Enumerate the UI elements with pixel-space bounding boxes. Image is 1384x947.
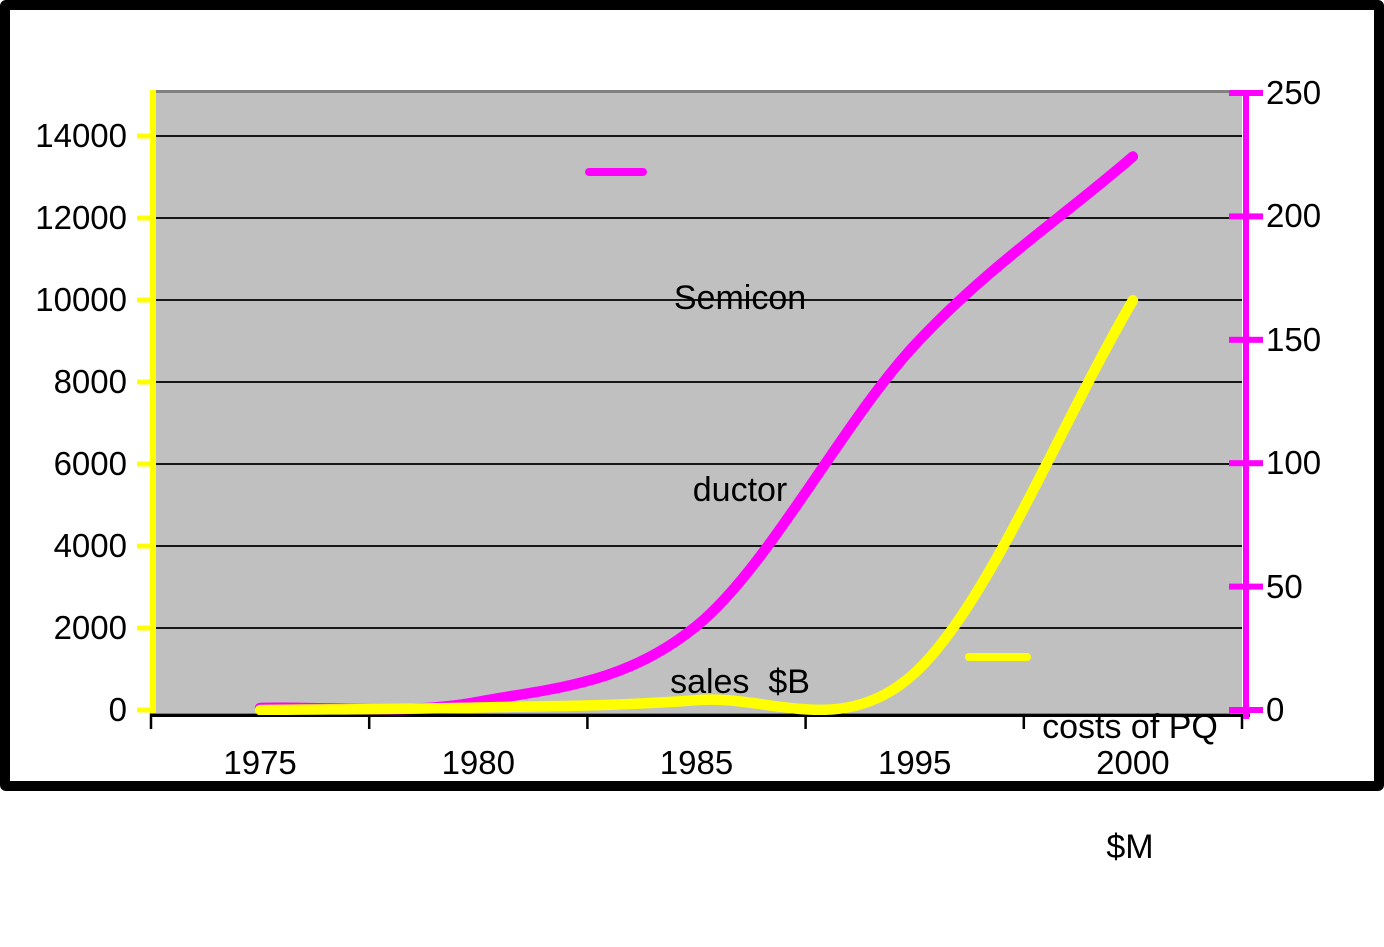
y-axis-right-tick — [1229, 213, 1263, 220]
left-axis-tick-label-6000: 6000 — [53, 445, 127, 482]
plot-area — [151, 90, 1242, 713]
left-axis-tick-label-2000: 2000 — [53, 609, 127, 646]
x-axis-tick-label-1995: 1995 — [877, 744, 952, 781]
y-axis-right-tick — [1229, 707, 1263, 713]
right-axis-tick-label-100: 100 — [1266, 444, 1322, 482]
legend-semiconductor-sales: Semicon ductor sales $B — [570, 138, 910, 842]
y-axis-left-tick — [137, 215, 151, 221]
right-axis-tick-label-250: 250 — [1266, 74, 1322, 111]
y-axis-left-tick — [137, 543, 151, 549]
x-axis-line — [151, 713, 1250, 717]
right-axis-tick-label-200: 200 — [1266, 197, 1322, 235]
y-axis-right-tick — [1229, 583, 1263, 590]
legend-costs-of-pq: costs of PQ $M — [1025, 627, 1235, 947]
x-axis-tick — [1240, 713, 1244, 729]
costs-of-pq-series-swatch — [965, 653, 1031, 661]
left-axis-tick-label-0: 0 — [108, 691, 127, 728]
y-axis-right-tick — [1229, 460, 1263, 467]
left-axis-tick-label-4000: 4000 — [53, 527, 127, 564]
legend-pq-line2: $M — [1106, 828, 1154, 866]
y-axis-right-line — [1243, 90, 1249, 719]
x-axis-tick — [149, 713, 153, 729]
x-axis-tick-label-2000: 2000 — [1096, 744, 1170, 781]
series-line-costs-of-pq — [254, 295, 1139, 715]
left-axis-tick-label-12000: 12000 — [35, 199, 127, 236]
legend-semiconductor-line3: sales $B — [670, 663, 810, 701]
right-axis-tick-label-150: 150 — [1266, 320, 1322, 358]
y-axis-right-tick — [1229, 336, 1263, 343]
left-axis-tick-label-10000: 10000 — [35, 281, 127, 318]
x-axis-tick — [804, 713, 807, 729]
x-axis-tick — [367, 713, 371, 729]
y-axis-left-line — [150, 90, 156, 714]
legend-semiconductor-line2: ductor — [692, 471, 788, 509]
plot-canvas — [137, 90, 1263, 729]
plot-top-border — [151, 90, 1242, 93]
y-axis-right-tick — [1229, 90, 1263, 96]
left-axis-tick-label-14000: 14000 — [35, 117, 127, 154]
y-axis-left-tick — [137, 707, 151, 713]
semiconductor-series-swatch — [585, 168, 647, 176]
y-axis-left-tick — [137, 297, 151, 303]
x-axis-tick — [1022, 713, 1026, 729]
chart-area: 0 2000 4000 6000 8000 10000 12000 14000 0 50 100 1… — [10, 10, 1384, 866]
x-axis-tick-label-1975: 1975 — [223, 744, 297, 781]
right-axis-tick-label-0: 0 — [1266, 691, 1285, 728]
x-axis-tick-label-1980: 1980 — [441, 744, 515, 781]
y-axis-left-tick — [137, 625, 151, 631]
y-axis-left-tick — [137, 379, 151, 385]
x-axis-tick — [586, 713, 589, 729]
left-axis-tick-label-8000: 8000 — [53, 363, 127, 400]
chart-frame: 0 2000 4000 6000 8000 10000 12000 14000 0 50 100 1… — [0, 0, 1384, 866]
legend-pq-line1: costs of PQ — [1042, 708, 1218, 746]
y-axis-left-tick — [137, 133, 151, 139]
x-axis-tick-label-1985: 1985 — [659, 744, 734, 781]
right-axis-tick-label-50: 50 — [1266, 567, 1303, 605]
legend-semiconductor-line1: Semicon — [673, 279, 807, 317]
y-axis-left-tick — [137, 461, 151, 467]
